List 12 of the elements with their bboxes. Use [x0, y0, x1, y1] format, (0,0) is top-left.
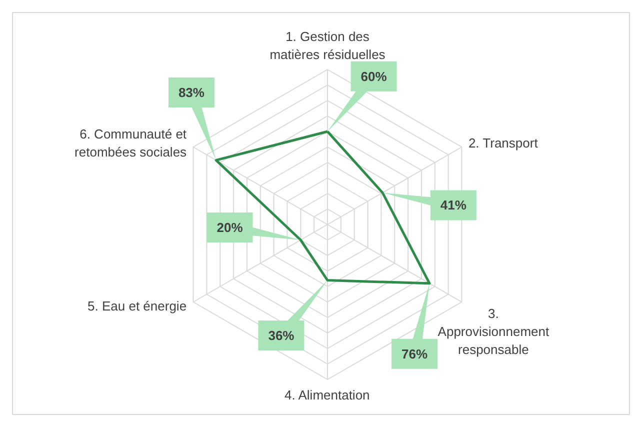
- text: 41%: [440, 198, 466, 213]
- spoke-label: 5. Eau et énergie: [88, 298, 187, 314]
- text: 83%: [178, 85, 204, 100]
- spoke-label: 3. Approvisionnement responsable: [438, 306, 550, 357]
- spoke-label: 4. Alimentation: [284, 387, 370, 402]
- text: 36%: [268, 328, 294, 343]
- text: 60%: [360, 68, 387, 84]
- spoke-label: 1. Gestion des matières résiduelles: [270, 28, 386, 62]
- spoke-label: 6. Communauté et retombées sociales: [74, 126, 188, 160]
- spoke-label: 2. Transport: [468, 136, 538, 151]
- text: 76%: [402, 346, 428, 362]
- text: 20%: [216, 220, 243, 235]
